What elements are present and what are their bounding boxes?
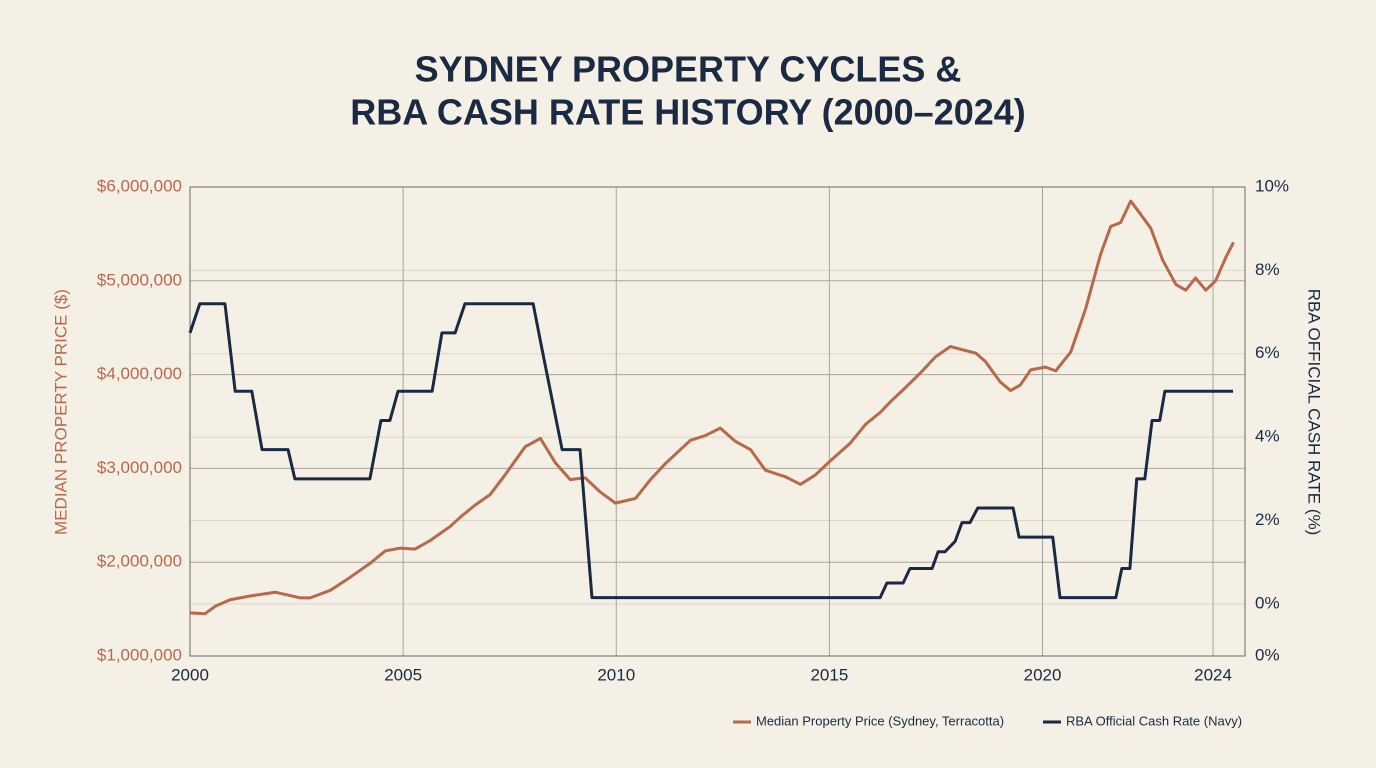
y-tick-label: $3,000,000	[97, 458, 182, 477]
y-tick-label: $5,000,000	[97, 270, 182, 289]
y2-tick-label: 0%	[1255, 593, 1280, 612]
y2-tick-label: 6%	[1255, 343, 1280, 362]
x-tick-label: 2005	[384, 665, 422, 684]
chart-title: RBA CASH RATE HISTORY (2000–2024)	[350, 92, 1026, 133]
legend-label: Median Property Price (Sydney, Terracott…	[756, 713, 1004, 728]
plot-border	[189, 186, 1246, 657]
y2-axis-label: RBA OFFICIAL CASH RATE (%)	[1305, 289, 1324, 536]
y2-tick-label: 8%	[1255, 260, 1280, 279]
y2-tick-label: 10%	[1255, 176, 1289, 195]
x-tick-label: 2015	[810, 665, 848, 684]
x-tick-label: 2000	[171, 665, 209, 684]
x-tick-label: 2010	[597, 665, 635, 684]
data-line	[188, 302, 1234, 600]
x-tick-label: 2020	[1024, 665, 1062, 684]
data-line	[189, 199, 1235, 616]
y2-tick-label: 2%	[1255, 510, 1280, 529]
y-tick-label: $6,000,000	[97, 176, 182, 195]
legend-label: RBA Official Cash Rate (Navy)	[1066, 713, 1242, 728]
y-tick-label: $1,000,000	[97, 645, 182, 664]
x-tick-label: 2024	[1194, 665, 1232, 684]
y-axis-label: MEDIAN PROPERTY PRICE ($)	[51, 289, 70, 535]
y2-tick-label: 4%	[1255, 427, 1280, 446]
y2-floor-label: 0%	[1255, 645, 1280, 664]
y-tick-label: $4,000,000	[97, 364, 182, 383]
chart-title: SYDNEY PROPERTY CYCLES &	[415, 49, 962, 90]
y-tick-label: $2,000,000	[97, 552, 182, 571]
